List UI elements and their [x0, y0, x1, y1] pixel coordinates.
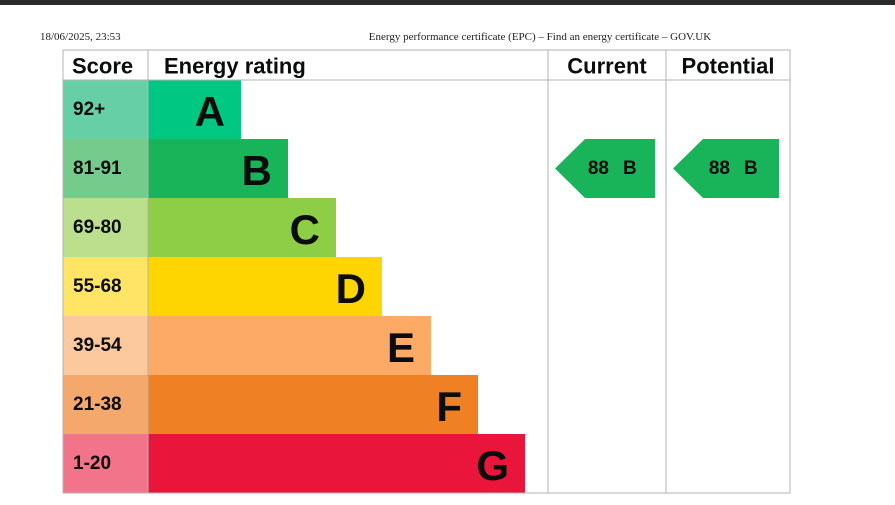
- column-header: Potential: [682, 54, 775, 79]
- column-header: Current: [567, 54, 647, 79]
- score-label: 55-68: [73, 276, 122, 297]
- rating-bar: [148, 139, 288, 198]
- column-header: Energy rating: [164, 54, 306, 79]
- top-bar: [0, 0, 895, 5]
- score-cell: [63, 80, 148, 139]
- rating-letter: G: [476, 442, 509, 489]
- score-label: 1-20: [73, 453, 111, 474]
- score-cell: [63, 257, 148, 316]
- rating-bar: [148, 257, 382, 316]
- current-score: 88: [588, 158, 609, 179]
- potential-arrow: [673, 139, 779, 198]
- score-cell: [63, 198, 148, 257]
- score-cell: [63, 375, 148, 434]
- score-label: 21-38: [73, 394, 122, 415]
- page-title: Energy performance certificate (EPC) – F…: [369, 31, 711, 43]
- rating-letter: C: [290, 206, 320, 253]
- rating-bar: [148, 80, 241, 139]
- rating-bar: [148, 375, 478, 434]
- score-label: 69-80: [73, 217, 122, 238]
- current-arrow: [555, 139, 655, 198]
- rating-letter: B: [242, 147, 272, 194]
- column-header: Score: [72, 54, 133, 79]
- rating-letter: F: [436, 383, 462, 430]
- rating-letter: A: [195, 88, 225, 135]
- rating-bar: [148, 434, 525, 493]
- score-cell: [63, 139, 148, 198]
- potential-score: 88: [709, 158, 730, 179]
- potential-band: B: [744, 158, 758, 179]
- rating-bar: [148, 316, 431, 375]
- rating-letter: D: [336, 265, 366, 312]
- print-date: 18/06/2025, 23:53: [40, 31, 121, 43]
- score-cell: [63, 316, 148, 375]
- rating-letter: E: [387, 324, 415, 371]
- score-label: 81-91: [73, 158, 122, 179]
- table-border: [62, 49, 791, 494]
- current-band: B: [623, 158, 637, 179]
- score-cell: [63, 434, 148, 493]
- rating-bar: [148, 198, 336, 257]
- score-label: 92+: [73, 99, 105, 120]
- score-label: 39-54: [73, 335, 122, 356]
